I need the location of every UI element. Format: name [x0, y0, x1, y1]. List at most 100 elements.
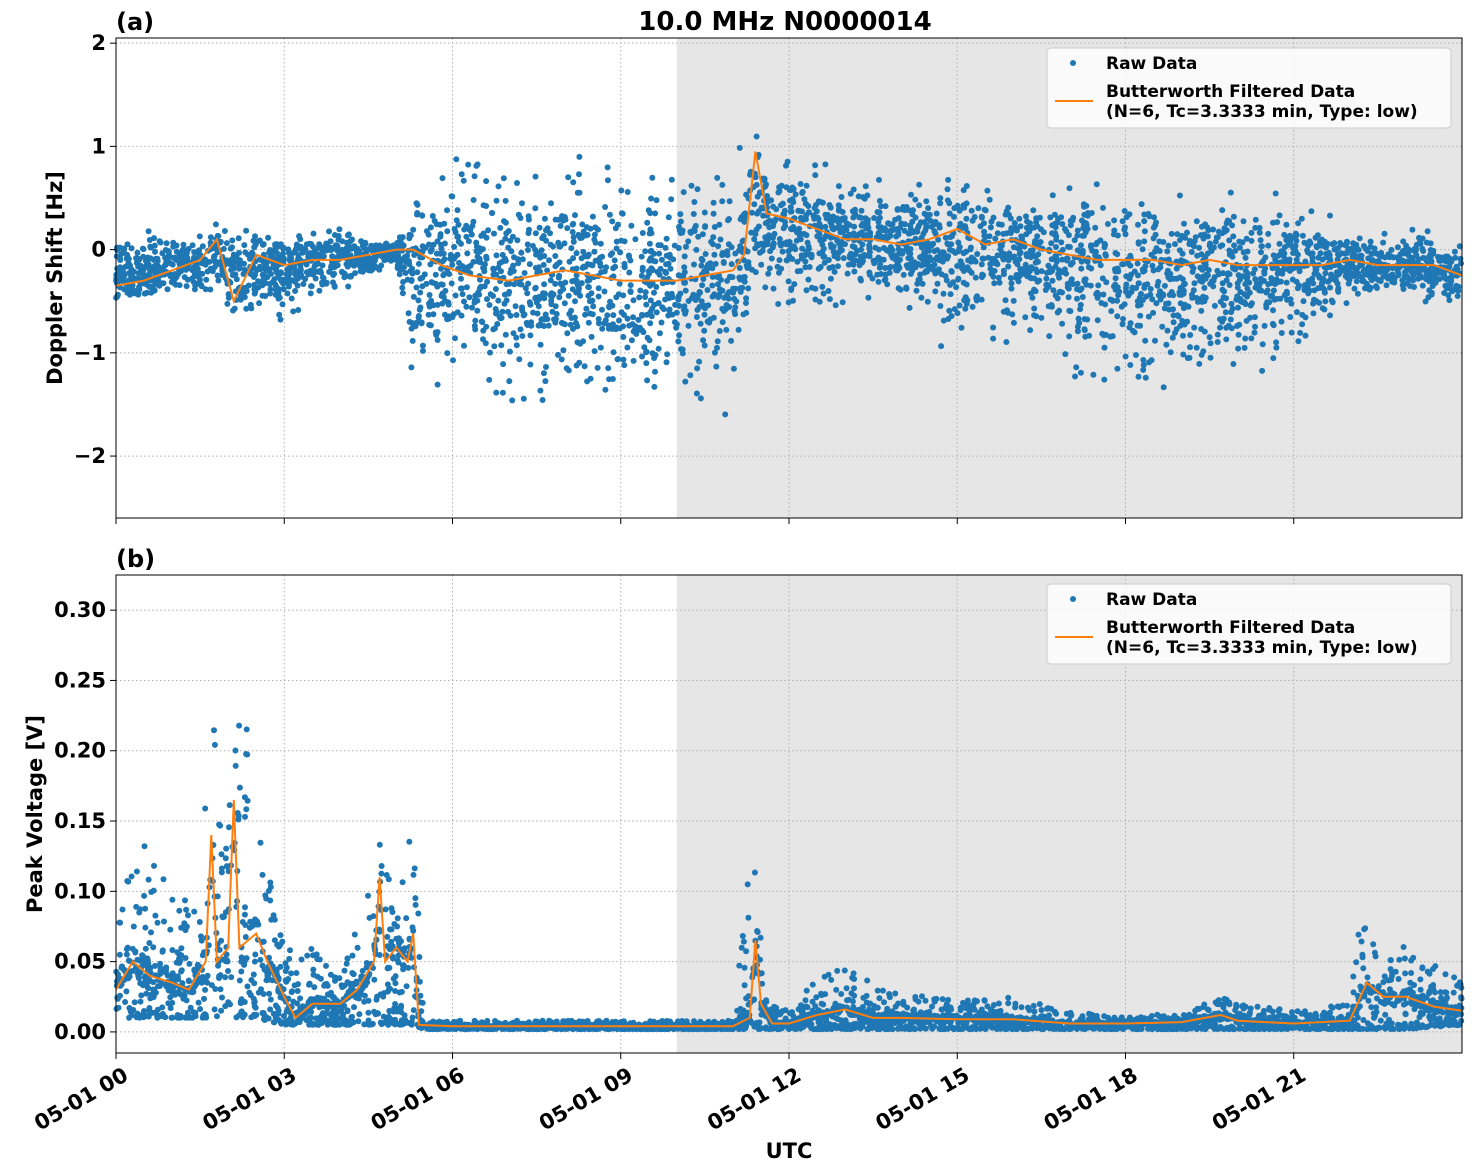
raw-point — [646, 230, 653, 237]
raw-point — [417, 289, 424, 296]
raw-point — [1074, 323, 1081, 330]
raw-point — [1294, 285, 1301, 292]
raw-point — [999, 250, 1006, 257]
raw-point — [378, 870, 385, 877]
raw-point — [1441, 274, 1447, 281]
raw-point — [1394, 244, 1401, 251]
raw-point — [1217, 324, 1223, 331]
raw-point — [455, 238, 462, 245]
raw-point — [557, 222, 564, 229]
raw-point — [434, 381, 441, 388]
raw-point — [655, 300, 662, 307]
raw-point — [662, 244, 669, 251]
raw-point — [945, 176, 952, 183]
raw-point — [576, 153, 583, 160]
raw-point — [894, 206, 901, 212]
raw-point — [1093, 181, 1100, 188]
raw-point — [1247, 314, 1254, 321]
raw-point — [1413, 252, 1420, 259]
raw-point — [1100, 204, 1106, 211]
raw-point — [569, 229, 576, 235]
raw-point — [541, 290, 548, 297]
raw-point — [906, 304, 913, 311]
raw-point — [169, 896, 176, 903]
raw-point — [1176, 237, 1183, 243]
raw-point — [397, 263, 404, 270]
raw-point — [512, 303, 519, 310]
raw-point — [892, 216, 899, 223]
raw-point — [1400, 286, 1407, 292]
raw-point — [1404, 280, 1410, 287]
raw-point — [1400, 238, 1407, 245]
raw-point — [1075, 315, 1082, 322]
raw-point — [1095, 282, 1102, 289]
raw-point — [525, 280, 532, 287]
raw-point — [170, 239, 177, 246]
raw-point — [954, 202, 961, 209]
raw-point — [1065, 294, 1072, 301]
raw-point — [1114, 313, 1121, 320]
raw-point — [925, 205, 932, 212]
raw-point — [677, 211, 684, 218]
raw-point — [924, 268, 931, 275]
raw-point — [432, 271, 439, 278]
raw-point — [697, 289, 703, 296]
raw-point — [1000, 267, 1007, 274]
raw-point — [897, 286, 904, 293]
raw-point — [655, 345, 662, 352]
raw-point — [656, 330, 663, 337]
raw-point — [326, 228, 332, 235]
raw-point — [687, 228, 694, 235]
raw-point — [711, 349, 718, 356]
raw-point — [1332, 246, 1339, 253]
raw-point — [1049, 192, 1056, 199]
raw-point — [1163, 341, 1170, 348]
raw-point — [955, 275, 962, 282]
raw-point — [1064, 284, 1071, 291]
raw-point — [1382, 254, 1389, 261]
raw-point — [944, 186, 951, 193]
raw-point — [1099, 275, 1106, 282]
raw-point — [505, 308, 511, 315]
raw-point — [1350, 240, 1357, 247]
raw-point — [1354, 271, 1361, 278]
y-tick-label: 1 — [91, 134, 106, 158]
raw-point — [955, 239, 962, 246]
raw-point — [814, 233, 821, 240]
raw-point — [1322, 270, 1329, 277]
raw-point — [1388, 246, 1395, 253]
raw-point — [632, 236, 639, 243]
raw-point — [673, 309, 680, 316]
raw-point — [578, 280, 585, 287]
raw-point — [1101, 1013, 1108, 1020]
raw-point — [919, 280, 926, 287]
raw-point — [189, 275, 196, 282]
raw-point — [469, 304, 475, 311]
raw-point — [1257, 275, 1264, 282]
raw-point — [905, 264, 912, 271]
raw-point — [788, 287, 795, 293]
raw-point — [777, 242, 784, 249]
raw-point — [1235, 345, 1242, 352]
raw-point — [202, 286, 209, 293]
raw-point — [217, 986, 224, 993]
raw-point — [514, 237, 521, 244]
raw-point — [427, 224, 434, 231]
raw-point — [1256, 287, 1263, 294]
raw-point — [1167, 276, 1174, 283]
raw-point — [837, 229, 844, 236]
raw-point — [1227, 189, 1234, 196]
raw-point — [223, 240, 230, 247]
raw-point — [212, 221, 219, 228]
raw-point — [464, 264, 471, 271]
raw-point — [946, 221, 953, 227]
raw-point — [699, 282, 706, 289]
raw-point — [1010, 226, 1017, 233]
raw-point — [1369, 250, 1376, 257]
raw-point — [256, 237, 263, 244]
figure-title: 10.0 MHz N0000014 — [638, 7, 931, 37]
raw-point — [210, 254, 217, 261]
raw-point — [682, 378, 689, 385]
raw-point — [886, 264, 893, 271]
raw-point — [719, 181, 726, 188]
